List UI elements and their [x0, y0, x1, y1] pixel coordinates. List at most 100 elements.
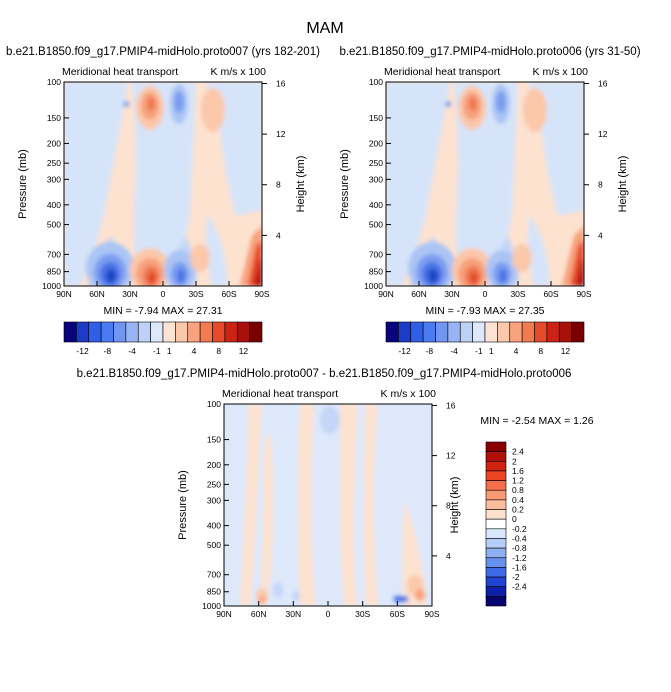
- colorbar-label: -1.2: [512, 553, 527, 563]
- colorbar-swatch: [224, 321, 238, 343]
- x-tick-label: 30S: [188, 289, 203, 299]
- y2-tick-label: 16: [598, 78, 608, 88]
- colorbar-swatch: [137, 321, 151, 343]
- colorbar-label: 2: [512, 456, 517, 466]
- colorbar-swatch: [485, 518, 507, 530]
- colorbar-label: -2.4: [512, 582, 527, 592]
- colorbar-swatch: [150, 321, 164, 343]
- colorbar-swatch: [485, 538, 507, 549]
- colorbar-swatch: [485, 499, 507, 510]
- x-tick-label: 60S: [221, 289, 236, 299]
- colorbar-top-left: -12 -8 -4 -1 1 4 8 12: [63, 321, 263, 356]
- y2-tick-label: 12: [598, 129, 608, 139]
- y-tick-label: 500: [47, 220, 61, 230]
- panel-c-title: b.e21.B1850.f09_g17.PMIP4-midHolo.proto0…: [77, 368, 572, 380]
- x-tick-label: 60N: [89, 289, 105, 299]
- x-tick-label: 60N: [251, 609, 267, 619]
- colorbar-swatch: [558, 321, 572, 343]
- panel-c-minmax: MIN = -2.54 MAX = 1.26: [480, 415, 593, 427]
- colorbar-swatch: [485, 509, 507, 520]
- colorbar-label: 1: [489, 346, 494, 356]
- colorbar-swatch: [472, 321, 486, 343]
- colorbar-label: -0.4: [512, 533, 527, 543]
- x-tick-label: 0: [483, 289, 488, 299]
- y-tick-label: 700: [47, 249, 61, 259]
- x-tick-label: 90S: [254, 289, 269, 299]
- colorbar-swatch: [497, 321, 511, 343]
- colorbar-label: 1: [167, 346, 172, 356]
- colorbar-swatch: [485, 596, 507, 607]
- page-title: MAM: [306, 20, 343, 37]
- colorbar-swatch: [113, 321, 127, 343]
- colorbar-swatch: [485, 470, 507, 481]
- x-tick-label: 0: [161, 289, 166, 299]
- y2-tick-label: 12: [276, 129, 286, 139]
- colorbar-swatch: [485, 586, 507, 597]
- x-tick-label: 30N: [122, 289, 138, 299]
- y-tick-label: 700: [369, 249, 383, 259]
- colorbar-label: 0.8: [512, 485, 524, 495]
- colorbar-swatch: [485, 489, 507, 501]
- colorbar-label: 0.2: [512, 505, 524, 515]
- panel-a: b.e21.B1850.f09_g17.PMIP4-midHolo.proto0…: [6, 46, 320, 317]
- y-tick-label: 100: [369, 77, 383, 87]
- colorbar-label: -8: [104, 346, 112, 356]
- panel-c: b.e21.B1850.f09_g17.PMIP4-midHolo.proto0…: [77, 368, 594, 619]
- colorbar-swatch: [236, 321, 250, 343]
- y-tick-label: 300: [369, 174, 383, 184]
- y-tick-label: 200: [47, 138, 61, 148]
- x-tick-label: 30S: [510, 289, 525, 299]
- colorbar-swatch: [175, 321, 189, 343]
- y-tick-label: 500: [207, 540, 221, 550]
- colorbar-label: -1: [475, 346, 483, 356]
- y-tick-label: 700: [207, 570, 221, 580]
- colorbar-label: 8: [538, 346, 543, 356]
- colorbar-swatch: [521, 321, 535, 343]
- colorbar-swatch: [447, 321, 461, 343]
- panel-b-right-label: K m/s x 100: [533, 66, 589, 78]
- panel-a-left-label: Meridional heat transport: [62, 66, 178, 78]
- colorbar-diff: 2.421.61.20.80.40.20-0.2-0.4-0.8-1.2-1.6…: [485, 441, 527, 607]
- panel-c-ylabel: Pressure (mb): [177, 470, 189, 540]
- colorbar-label: 1.2: [512, 476, 524, 486]
- colorbar-label: 2.4: [512, 447, 524, 457]
- colorbar-swatch: [485, 460, 507, 472]
- colorbar-swatch: [100, 321, 114, 343]
- x-tick-label: 60N: [411, 289, 427, 299]
- colorbar-swatch: [385, 321, 399, 343]
- colorbar-swatch: [187, 321, 201, 343]
- y-tick-label: 150: [47, 113, 61, 123]
- colorbar-swatch: [398, 321, 412, 343]
- y-tick-label: 100: [47, 77, 61, 87]
- colorbar-swatch: [485, 480, 507, 491]
- panel-b: b.e21.B1850.f09_g17.PMIP4-midHolo.proto0…: [339, 46, 641, 317]
- panel-b-minmax: MIN = -7.93 MAX = 27.35: [425, 305, 544, 317]
- colorbar-label: -12: [398, 346, 411, 356]
- panel-b-title: b.e21.B1850.f09_g17.PMIP4-midHolo.proto0…: [339, 46, 640, 58]
- x-tick-label: 0: [326, 609, 331, 619]
- panel-c-right-label: K m/s x 100: [381, 388, 437, 400]
- colorbar-label: -1: [153, 346, 161, 356]
- colorbar-swatch: [571, 321, 585, 343]
- colorbar-swatch: [485, 451, 507, 462]
- colorbar-swatch: [125, 321, 139, 343]
- colorbar-label: -8: [426, 346, 434, 356]
- y-tick-label: 200: [207, 460, 221, 470]
- y2-tick-label: 4: [276, 230, 281, 240]
- y-tick-label: 300: [47, 174, 61, 184]
- colorbar-swatch: [422, 321, 436, 343]
- colorbar-swatch: [410, 321, 424, 343]
- colorbar-label: -4: [128, 346, 136, 356]
- panel-b-y2label: Height (km): [617, 156, 629, 213]
- colorbar-swatch: [484, 321, 498, 343]
- panel-a-ylabel: Pressure (mb): [17, 149, 29, 219]
- y-tick-label: 250: [207, 479, 221, 489]
- x-tick-label: 30S: [355, 609, 370, 619]
- colorbar-top-right: -12 -8 -4 -1 1 4 8 12: [385, 321, 585, 356]
- colorbar-swatch: [199, 321, 213, 343]
- x-tick-label: 90N: [56, 289, 72, 299]
- colorbar-swatch: [88, 321, 102, 343]
- colorbar-swatch: [485, 576, 507, 588]
- x-tick-label: 30N: [444, 289, 460, 299]
